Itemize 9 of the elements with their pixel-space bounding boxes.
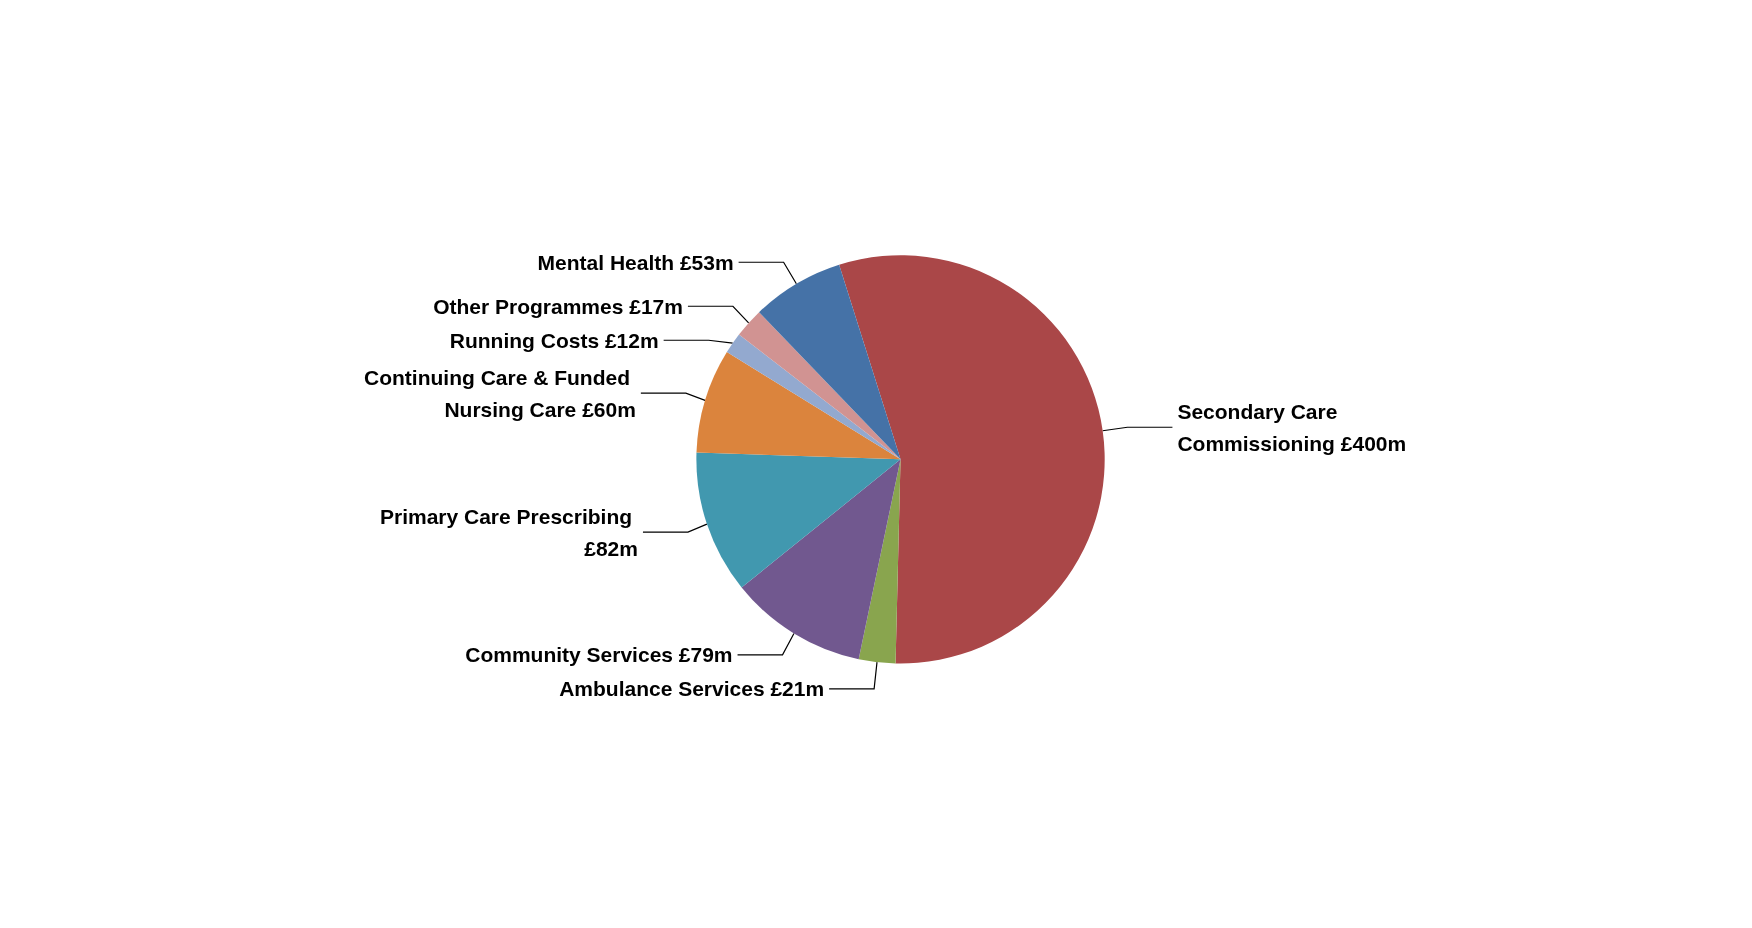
slice-label: Primary Care Prescribing (379, 504, 638, 528)
slice-label: Continuing Care & Funded Nursing Care £60m (364, 365, 636, 421)
slice-label: Secondary Care Commissioning £400m (1177, 399, 1407, 455)
slice-label: Ambulance Services £21m (559, 677, 825, 701)
slice-label: Mental Health £53m (537, 250, 734, 274)
slice-label: Community Services £79m (465, 643, 733, 667)
data-label: £82m (584, 536, 638, 560)
slice-label: Running Costs £12m (449, 328, 659, 352)
slice-label: Other Programmes £17m (433, 294, 683, 318)
